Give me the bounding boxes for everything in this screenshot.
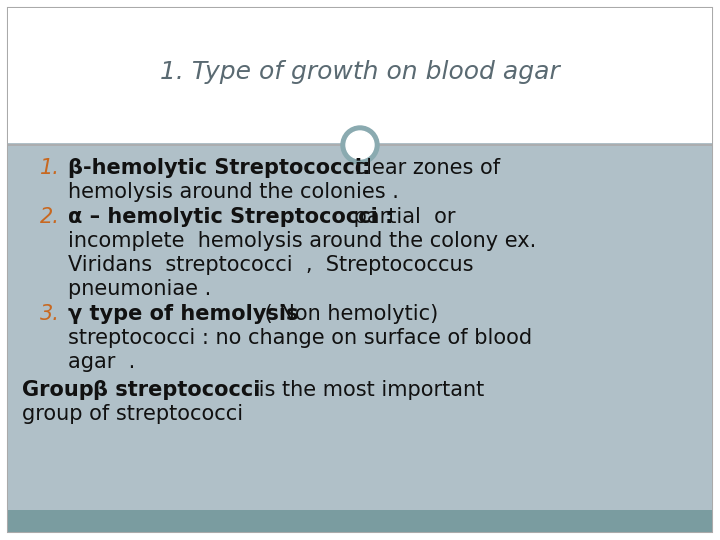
Text: Viridans  streptococci  ,  Streptococcus: Viridans streptococci , Streptococcus bbox=[68, 255, 474, 275]
Text: 3.: 3. bbox=[40, 304, 60, 324]
Text: 1. Type of growth on blood agar: 1. Type of growth on blood agar bbox=[160, 60, 560, 84]
Text: hemolysis around the colonies .: hemolysis around the colonies . bbox=[68, 182, 399, 202]
Text: β-hemolytic Streptococci:: β-hemolytic Streptococci: bbox=[68, 158, 370, 178]
Text: β streptococci: β streptococci bbox=[93, 380, 261, 400]
FancyBboxPatch shape bbox=[8, 143, 712, 510]
Circle shape bbox=[341, 126, 379, 164]
FancyBboxPatch shape bbox=[8, 8, 712, 145]
Text: α – hemolytic Streptococci :: α – hemolytic Streptococci : bbox=[68, 207, 393, 227]
Text: clear zones of: clear zones of bbox=[348, 158, 500, 178]
Text: 1.: 1. bbox=[40, 158, 60, 178]
Text: 2.: 2. bbox=[40, 207, 60, 227]
FancyBboxPatch shape bbox=[8, 8, 712, 532]
Text: group of streptococci: group of streptococci bbox=[22, 404, 243, 424]
Text: Group: Group bbox=[22, 380, 101, 400]
Circle shape bbox=[346, 131, 374, 159]
FancyBboxPatch shape bbox=[8, 510, 712, 532]
Text: ( Non hemolytic): ( Non hemolytic) bbox=[258, 304, 438, 324]
Text: streptococci : no change on surface of blood: streptococci : no change on surface of b… bbox=[68, 328, 532, 348]
Text: γ type of hemolysis: γ type of hemolysis bbox=[68, 304, 299, 324]
Text: incomplete  hemolysis around the colony ex.: incomplete hemolysis around the colony e… bbox=[68, 231, 536, 251]
Text: partial  or: partial or bbox=[347, 207, 456, 227]
Text: is the most important: is the most important bbox=[252, 380, 485, 400]
Text: agar  .: agar . bbox=[68, 352, 135, 372]
Text: pneumoniae .: pneumoniae . bbox=[68, 279, 211, 299]
